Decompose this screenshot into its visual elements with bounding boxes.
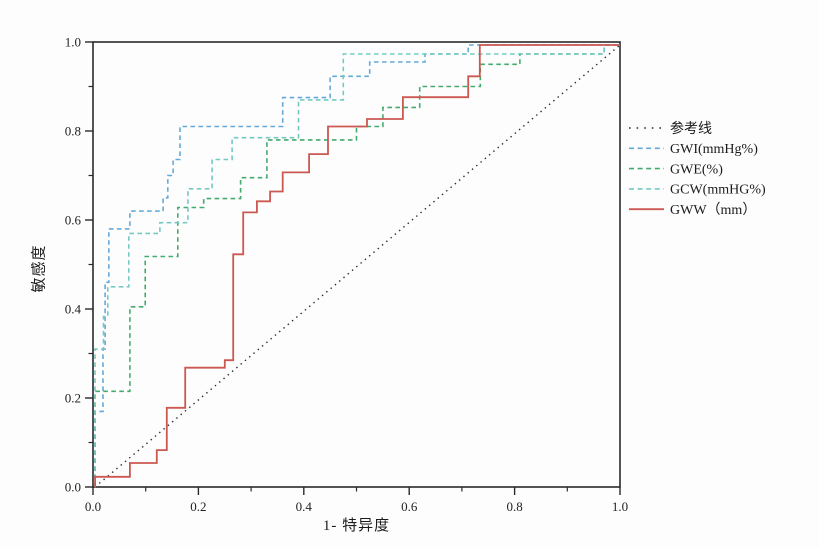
y-tick-label: 0.6	[65, 213, 82, 228]
y-tick-label: 0.8	[65, 124, 81, 139]
x-tick-label: 0.2	[190, 499, 206, 514]
legend-item-gwi: GWI(mmHg%)	[629, 142, 758, 157]
curve-gcw	[94, 44, 620, 487]
legend-item-gww: GWW（mm）	[629, 202, 756, 218]
plot-frame	[92, 41, 621, 488]
x-tick-label: 0.4	[296, 499, 313, 514]
y-tick-label: 1.0	[65, 35, 81, 50]
legend-item-gwe: GWE(%)	[629, 162, 723, 177]
x-tick-label: 0.6	[401, 499, 418, 514]
legend-item-reference: 参考线	[629, 120, 712, 137]
curve-gww	[94, 44, 620, 488]
x-tick-label: 1.0	[612, 499, 628, 514]
legend: 参考线 GWI(mmHg%) GWE(%) GCW(mmHG%) GWW（mm）	[629, 120, 766, 218]
x-axis-label: 1- 特异度	[322, 518, 391, 534]
curves	[94, 44, 621, 488]
legend-label-gwe: GWE(%)	[670, 162, 723, 177]
legend-item-gcw: GCW(mmHG%)	[629, 183, 766, 198]
axis-ticks: 0.0 0.2 0.4 0.6 0.8 1.0 0.0 0.2 0.4 0.6 0.8 1.0	[65, 35, 628, 515]
curve-gwi	[94, 44, 620, 488]
legend-label-gwi: GWI(mmHg%)	[670, 142, 758, 157]
legend-label-gww: GWW（mm）	[670, 202, 756, 218]
legend-label-gcw: GCW(mmHG%)	[670, 183, 766, 198]
curve-gwe	[94, 44, 620, 487]
x-tick-label: 0.0	[85, 499, 101, 514]
curve-reference	[94, 44, 621, 488]
y-tick-label: 0.2	[65, 391, 81, 406]
y-tick-label: 0.0	[65, 480, 81, 495]
legend-label-reference: 参考线	[670, 120, 712, 137]
y-tick-label: 0.4	[65, 302, 82, 317]
x-tick-label: 0.8	[506, 499, 522, 514]
y-axis-label: 敏感度	[31, 244, 48, 293]
